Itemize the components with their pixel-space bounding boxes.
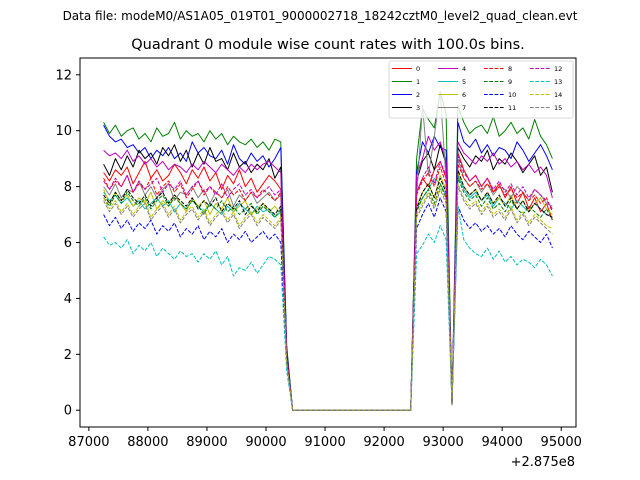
- legend-label-5: 5: [462, 78, 466, 86]
- x-tick-label: 94000: [482, 435, 523, 450]
- series-line-11: [103, 169, 553, 411]
- x-tick-label: 90000: [245, 435, 286, 450]
- x-tick-label: 91000: [304, 435, 345, 450]
- y-tick-label: 12: [55, 68, 72, 83]
- legend-label-14: 14: [554, 91, 562, 99]
- x-tick-label: 88000: [127, 435, 168, 450]
- y-tick-label: 10: [55, 124, 72, 139]
- data-file-label: Data file: modeM0/AS1A05_019T01_90000027…: [63, 9, 578, 23]
- x-axis: 87000 88000 89000 90000 91000 92000 93000 94000…: [68, 427, 582, 450]
- series-line-15: [103, 186, 553, 411]
- legend-box: [388, 60, 574, 119]
- chart-title: Quadrant 0 module wise count rates with …: [131, 37, 525, 53]
- legend-label-10: 10: [508, 91, 516, 99]
- y-tick-label: 2: [64, 348, 72, 363]
- legend-label-8: 8: [508, 65, 512, 73]
- y-tick-label: 0: [64, 404, 72, 419]
- x-offset-label: +2.875e8: [511, 455, 575, 470]
- legend-label-15: 15: [554, 104, 562, 112]
- legend-label-2: 2: [416, 91, 420, 99]
- x-tick-label: 95000: [541, 435, 582, 450]
- legend-label-7: 7: [462, 104, 466, 112]
- x-tick-label: 89000: [186, 435, 227, 450]
- y-axis: 0 2 4 6 8 10 12: [55, 68, 80, 419]
- y-tick-label: 6: [64, 236, 72, 251]
- legend-label-6: 6: [462, 91, 466, 99]
- legend-label-1: 1: [416, 78, 420, 86]
- series-line-10: [103, 197, 553, 411]
- legend-label-9: 9: [508, 78, 512, 86]
- x-tick-label: 92000: [363, 435, 404, 450]
- legend-label-12: 12: [554, 65, 562, 73]
- x-tick-label: 87000: [68, 435, 109, 450]
- y-tick-label: 4: [64, 292, 72, 307]
- series-line-13: [103, 205, 553, 411]
- y-tick-label: 8: [64, 180, 72, 195]
- legend-label-13: 13: [554, 78, 562, 86]
- x-tick-label: 93000: [422, 435, 463, 450]
- series-layer: [103, 91, 553, 411]
- legend-label-0: 0: [416, 65, 420, 73]
- legend-label-4: 4: [462, 65, 466, 73]
- legend-label-3: 3: [416, 104, 420, 112]
- legend-label-11: 11: [508, 104, 516, 112]
